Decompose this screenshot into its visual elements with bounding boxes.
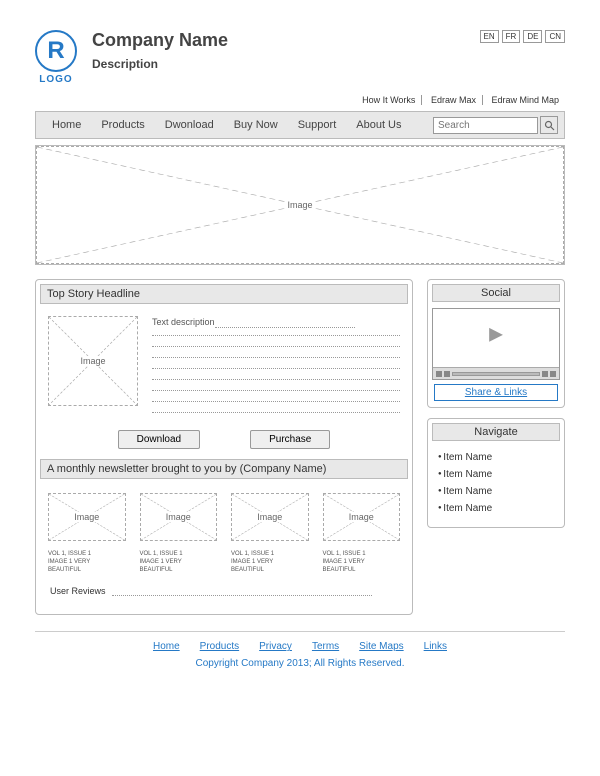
- navigate-item[interactable]: Item Name: [438, 483, 554, 500]
- newsletter-item[interactable]: ImageVOL 1, ISSUE 1 IMAGE 1 VERY BEAUTIF…: [140, 493, 218, 574]
- nav-support[interactable]: Support: [288, 117, 347, 133]
- language-buttons: EN FR DE CN: [480, 30, 565, 43]
- share-link[interactable]: Share & Links: [434, 384, 558, 401]
- footer-link[interactable]: Site Maps: [359, 641, 403, 652]
- footer-link[interactable]: Links: [424, 641, 447, 652]
- navigate-item[interactable]: Item Name: [438, 466, 554, 483]
- newsletter-item[interactable]: ImageVOL 1, ISSUE 1 IMAGE 1 VERY BEAUTIF…: [231, 493, 309, 574]
- newsletter-title: A monthly newsletter brought to you by (…: [40, 459, 408, 479]
- search-button[interactable]: [540, 116, 558, 134]
- footer-link[interactable]: Privacy: [259, 641, 292, 652]
- video-controls[interactable]: [433, 367, 559, 379]
- top-link-how[interactable]: How It Works: [356, 95, 422, 105]
- logo-text: LOGO: [39, 74, 72, 85]
- download-button[interactable]: Download: [118, 430, 200, 449]
- navigate-item[interactable]: Item Name: [438, 500, 554, 517]
- story-headline: Top Story Headline: [40, 284, 408, 304]
- search-input[interactable]: [433, 117, 538, 134]
- play-icon: ▶: [489, 323, 503, 344]
- nav-home[interactable]: Home: [42, 117, 91, 133]
- nav-about[interactable]: About Us: [346, 117, 411, 133]
- top-link-mindmap[interactable]: Edraw Mind Map: [485, 95, 565, 105]
- hero-label: Image: [285, 200, 314, 210]
- navigate-item[interactable]: Item Name: [438, 449, 554, 466]
- newsletter-item[interactable]: ImageVOL 1, ISSUE 1 IMAGE 1 VERY BEAUTIF…: [48, 493, 126, 574]
- story-text: Text description: [152, 316, 400, 416]
- story-img-label: Image: [78, 356, 107, 366]
- newsletter-item[interactable]: ImageVOL 1, ISSUE 1 IMAGE 1 VERY BEAUTIF…: [323, 493, 401, 574]
- search-icon: [544, 120, 555, 131]
- top-link-edraw[interactable]: Edraw Max: [425, 95, 483, 105]
- social-box: Social ▶ Share & Links: [427, 279, 565, 408]
- lang-cn[interactable]: CN: [545, 30, 565, 43]
- company-name: Company Name: [92, 30, 480, 51]
- footer-link[interactable]: Home: [153, 641, 180, 652]
- story-image: Image: [48, 316, 138, 406]
- lang-fr[interactable]: FR: [502, 30, 521, 43]
- nav-products[interactable]: Products: [91, 117, 154, 133]
- hero-image: Image: [35, 145, 565, 265]
- navigate-title: Navigate: [432, 423, 560, 441]
- nav-buynow[interactable]: Buy Now: [224, 117, 288, 133]
- purchase-button[interactable]: Purchase: [250, 430, 330, 449]
- footer-links: Home Products Privacy Terms Site Maps Links: [35, 640, 565, 652]
- user-reviews-label: User Reviews: [50, 586, 106, 596]
- lang-en[interactable]: EN: [480, 30, 499, 43]
- footer-link[interactable]: Terms: [312, 641, 339, 652]
- footer-link[interactable]: Products: [200, 641, 239, 652]
- navbar: Home Products Dwonload Buy Now Support A…: [35, 111, 565, 139]
- company-description: Description: [92, 57, 480, 71]
- nav-download[interactable]: Dwonload: [155, 117, 224, 133]
- lang-de[interactable]: DE: [523, 30, 542, 43]
- social-title: Social: [432, 284, 560, 302]
- top-links: How It Works Edraw Max Edraw Mind Map: [35, 95, 565, 105]
- logo-r: R: [35, 30, 77, 72]
- logo[interactable]: R LOGO: [35, 30, 77, 85]
- navigate-box: Navigate Item NameItem NameItem NameItem…: [427, 418, 565, 528]
- video-player[interactable]: ▶: [432, 308, 560, 380]
- copyright: Copyright Company 2013; All Rights Reser…: [35, 658, 565, 669]
